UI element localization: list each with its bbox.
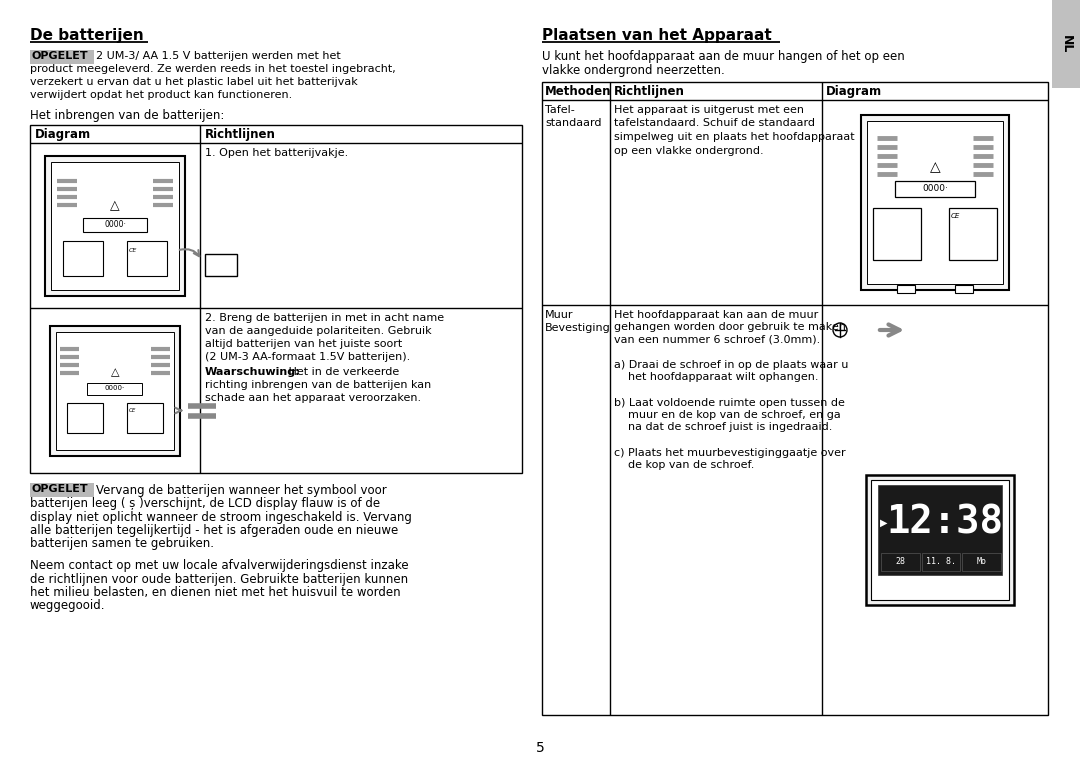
Bar	[83, 218, 147, 231]
Bar	[870, 480, 1009, 600]
Text: simpelweg uit en plaats het hoofdapparaat: simpelweg uit en plaats het hoofdapparaa…	[615, 132, 854, 142]
Text: het hoofdapparaat wilt ophangen.: het hoofdapparaat wilt ophangen.	[615, 372, 819, 383]
Text: a) Draai de schroef in op de plaats waar u: a) Draai de schroef in op de plaats waar…	[615, 360, 849, 370]
Text: 12:38: 12:38	[887, 504, 1003, 542]
Bar	[67, 403, 103, 432]
Text: Plaatsen van het Apparaat: Plaatsen van het Apparaat	[542, 28, 772, 43]
Text: na dat de schroef juist is ingedraaid.: na dat de schroef juist is ingedraaid.	[615, 422, 833, 432]
Text: CE: CE	[951, 212, 960, 218]
Text: Het apparaat is uitgerust met een: Het apparaat is uitgerust met een	[615, 105, 804, 115]
Text: 0000·: 0000·	[105, 386, 125, 391]
Text: CE: CE	[129, 407, 136, 412]
Bar	[949, 208, 997, 260]
Text: Muur
Bevestiging: Muur Bevestiging	[545, 310, 611, 333]
Bar	[897, 285, 915, 293]
Text: Richtlijnen: Richtlijnen	[615, 85, 685, 98]
Bar	[30, 50, 94, 64]
Text: de kop van de schroef.: de kop van de schroef.	[615, 460, 754, 470]
Text: tafelstandaard. Schuif de standaard: tafelstandaard. Schuif de standaard	[615, 119, 815, 129]
Text: b) Laat voldoende ruimte open tussen de: b) Laat voldoende ruimte open tussen de	[615, 397, 845, 407]
Text: Mo: Mo	[976, 558, 987, 566]
Text: De batterijen: De batterijen	[30, 28, 144, 43]
Text: c) Plaats het muurbevestiginggaatje over: c) Plaats het muurbevestiginggaatje over	[615, 447, 846, 457]
Text: 1. Open het batterijvakje.: 1. Open het batterijvakje.	[205, 148, 348, 158]
Bar	[30, 483, 94, 497]
Text: batterijen leeg ( ș )verschijnt, de LCD display flauw is of de: batterijen leeg ( ș )verschijnt, de LCD …	[30, 497, 380, 510]
Text: de richtlijnen voor oude batterijen. Gebruikte batterijen kunnen: de richtlijnen voor oude batterijen. Geb…	[30, 572, 408, 585]
Bar	[51, 161, 179, 289]
Text: Waarschuwing:: Waarschuwing:	[205, 367, 300, 377]
Text: muur en de kop van de schroef, en ga: muur en de kop van de schroef, en ga	[615, 410, 840, 420]
Text: △: △	[930, 161, 941, 174]
Text: verwijdert opdat het product kan functioneren.: verwijdert opdat het product kan functio…	[30, 90, 293, 100]
Text: △: △	[110, 199, 120, 212]
Text: (2 UM-3 AA-formaat 1.5V batterijen).: (2 UM-3 AA-formaat 1.5V batterijen).	[205, 352, 410, 362]
Bar	[861, 115, 1009, 290]
Text: Diagram: Diagram	[35, 128, 91, 141]
Text: 11. 8.: 11. 8.	[926, 558, 956, 566]
Text: van een nummer 6 schroef (3.0mm).: van een nummer 6 schroef (3.0mm).	[615, 335, 820, 345]
Text: van de aangeduide polariteiten. Gebruik: van de aangeduide polariteiten. Gebruik	[205, 326, 432, 336]
Text: U kunt het hoofdapparaat aan de muur hangen of het op een: U kunt het hoofdapparaat aan de muur han…	[542, 50, 905, 63]
Text: product meegeleverd. Ze werden reeds in het toestel ingebracht,: product meegeleverd. Ze werden reeds in …	[30, 64, 395, 74]
Text: weggegooid.: weggegooid.	[30, 600, 106, 613]
Bar	[881, 553, 920, 571]
Text: Het hoofdapparaat kan aan de muur: Het hoofdapparaat kan aan de muur	[615, 310, 819, 320]
Bar	[63, 240, 103, 275]
Text: CE: CE	[129, 247, 137, 253]
Bar	[30, 125, 522, 473]
Text: altijd batterijen van het juiste soort: altijd batterijen van het juiste soort	[205, 339, 402, 349]
Text: alle batterijen tegelijkertijd - het is afgeraden oude en nieuwe: alle batterijen tegelijkertijd - het is …	[30, 524, 399, 537]
Bar	[50, 326, 180, 456]
Text: het milieu belasten, en dienen niet met het huisvuil te worden: het milieu belasten, en dienen niet met …	[30, 586, 401, 599]
Bar	[867, 121, 1003, 284]
Text: Diagram: Diagram	[826, 85, 882, 98]
Text: batterijen samen te gebruiken.: batterijen samen te gebruiken.	[30, 537, 214, 550]
Text: 2. Breng de batterijen in met in acht name: 2. Breng de batterijen in met in acht na…	[205, 313, 444, 323]
Text: △: △	[111, 368, 119, 377]
Text: verzekert u ervan dat u het plastic label uit het batterijvak: verzekert u ervan dat u het plastic labe…	[30, 77, 357, 87]
Bar	[955, 285, 973, 293]
Bar	[921, 553, 960, 571]
Bar	[866, 475, 1014, 605]
Bar	[878, 485, 1002, 575]
Bar	[205, 253, 237, 275]
Text: 5: 5	[536, 741, 544, 755]
Text: display niet oplicht wanneer de stroom ingeschakeld is. Vervang: display niet oplicht wanneer de stroom i…	[30, 511, 411, 524]
Bar	[962, 553, 1001, 571]
Text: schade aan het apparaat veroorzaken.: schade aan het apparaat veroorzaken.	[205, 393, 421, 403]
Text: op een vlakke ondergrond.: op een vlakke ondergrond.	[615, 145, 764, 155]
Bar	[127, 240, 167, 275]
Text: Methoden: Methoden	[545, 85, 611, 98]
Text: 2 UM-3/ AA 1.5 V batterijen werden met het: 2 UM-3/ AA 1.5 V batterijen werden met h…	[96, 51, 341, 61]
Bar	[127, 403, 163, 432]
Text: OPGELET: OPGELET	[32, 484, 89, 494]
Text: 28: 28	[895, 558, 905, 566]
Text: NL: NL	[1059, 35, 1072, 53]
Bar	[56, 332, 174, 450]
Bar	[45, 155, 185, 295]
Text: Tafel-
standaard: Tafel- standaard	[545, 105, 602, 128]
Text: OPGELET: OPGELET	[32, 51, 89, 61]
Text: vlakke ondergrond neerzetten.: vlakke ondergrond neerzetten.	[542, 64, 725, 77]
Text: Het in de verkeerde: Het in de verkeerde	[285, 367, 400, 377]
Text: Het inbrengen van de batterijen:: Het inbrengen van de batterijen:	[30, 109, 225, 122]
Bar	[895, 180, 975, 196]
Text: ▶: ▶	[880, 517, 888, 528]
Text: gehangen worden door gebruik te maken: gehangen worden door gebruik te maken	[615, 323, 846, 333]
Text: Richtlijnen: Richtlijnen	[205, 128, 275, 141]
Text: 0000·: 0000·	[922, 184, 948, 193]
Text: Neem contact op met uw locale afvalverwijderingsdienst inzake: Neem contact op met uw locale afvalverwi…	[30, 559, 408, 572]
Text: Vervang de batterijen wanneer het symbool voor: Vervang de batterijen wanneer het symboo…	[96, 484, 387, 497]
Bar	[873, 208, 921, 260]
Bar	[542, 82, 1048, 715]
Bar	[1052, 0, 1080, 88]
Bar	[87, 383, 141, 394]
Text: richting inbrengen van de batterijen kan: richting inbrengen van de batterijen kan	[205, 380, 431, 390]
Text: 0000·: 0000·	[104, 220, 126, 229]
